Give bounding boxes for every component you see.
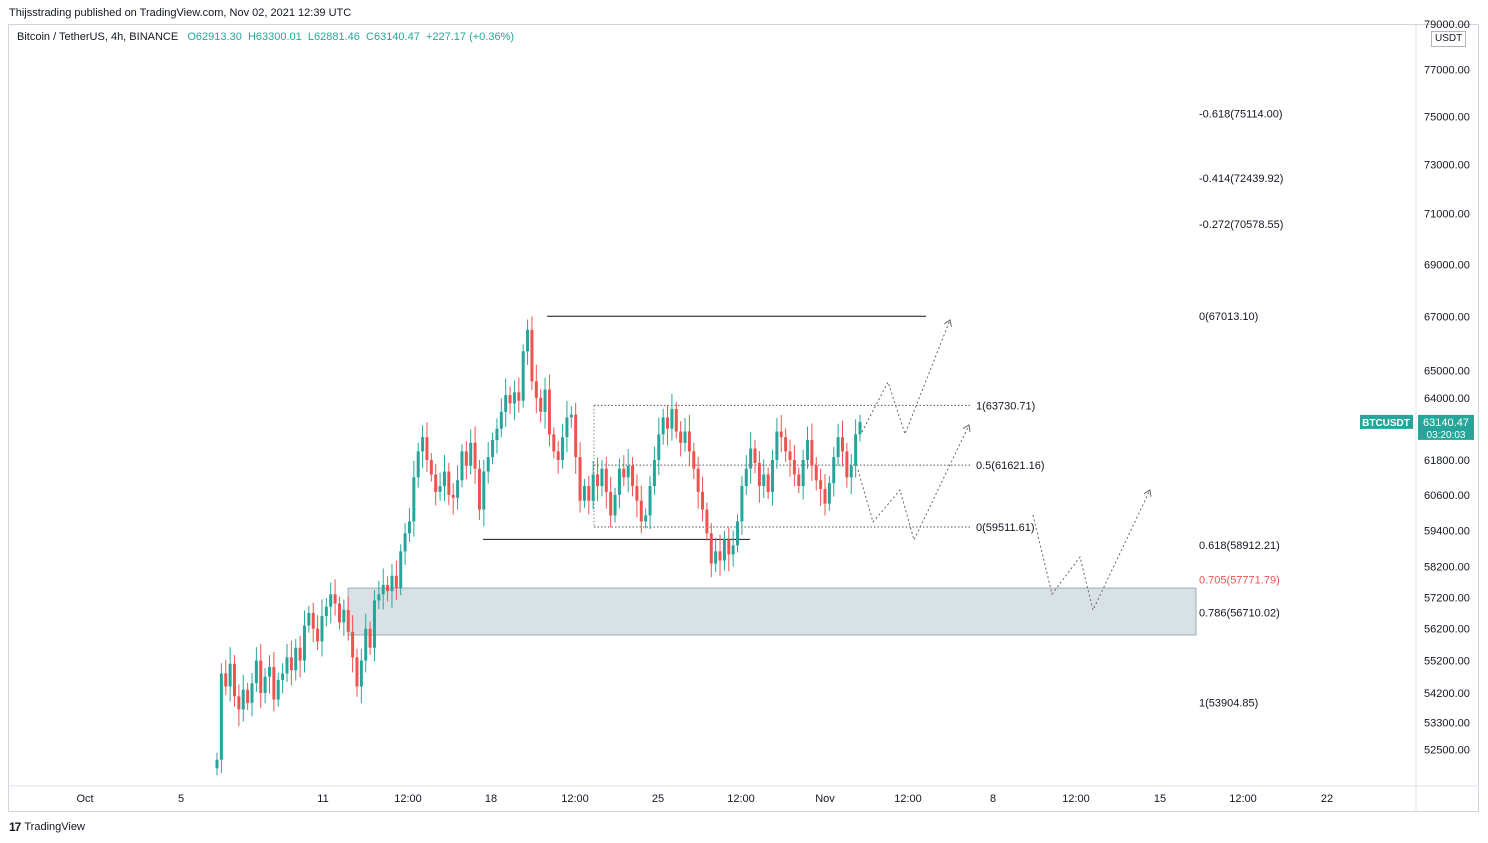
ohlc-open: O62913.30 — [187, 31, 242, 43]
ohlc-low: L62881.46 — [307, 31, 360, 43]
tradingview-logo-icon: 17 — [9, 820, 21, 834]
ohlc-close: C63140.47 — [366, 31, 420, 43]
chart-frame — [8, 24, 1479, 812]
symbol-name[interactable]: Bitcoin / TetherUS, 4h, BINANCE — [17, 31, 179, 43]
footer-brand-text: TradingView — [24, 821, 85, 833]
ohlc-high: H63300.01 — [247, 31, 302, 43]
publisher-header: Thijsstrading published on TradingView.c… — [9, 7, 352, 19]
ohlc-change: +227.17 (+0.36%) — [425, 31, 515, 43]
symbol-info-line: Bitcoin / TetherUS, 4h, BINANCE O62913.3… — [17, 31, 514, 43]
currency-button[interactable]: USDT — [1431, 31, 1467, 47]
footer-brand: 17 TradingView — [9, 820, 85, 834]
